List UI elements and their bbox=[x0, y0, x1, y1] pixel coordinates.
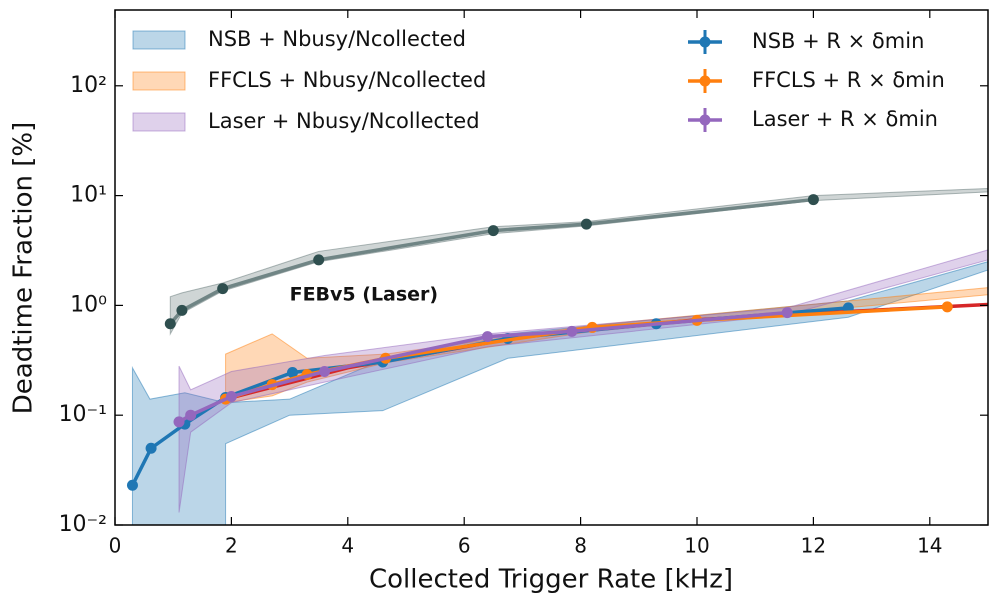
data-point bbox=[173, 416, 185, 428]
legend-swatch bbox=[132, 71, 186, 91]
data-point bbox=[566, 325, 578, 337]
series-line bbox=[168, 197, 814, 325]
y-tick-label: 10² bbox=[70, 73, 107, 98]
legend-label: FFCLS + Nbusy/Ncollected bbox=[208, 68, 486, 92]
error-band bbox=[169, 188, 988, 336]
error-band bbox=[178, 249, 988, 513]
x-tick-label: 10 bbox=[684, 534, 709, 558]
legend-label: Laser + R × δmin bbox=[752, 107, 938, 131]
data-point bbox=[126, 479, 138, 491]
y-tick-label: 10¹ bbox=[70, 183, 107, 208]
data-point bbox=[176, 304, 188, 316]
x-tick-label: 6 bbox=[458, 534, 471, 558]
data-point bbox=[225, 391, 237, 403]
x-tick-label: 8 bbox=[574, 534, 587, 558]
data-point bbox=[164, 318, 176, 330]
annotation: FEBv5 (Laser) bbox=[290, 283, 439, 305]
data-point bbox=[313, 254, 325, 266]
y-tick-label: 10⁻² bbox=[59, 512, 107, 537]
x-tick-label: 2 bbox=[225, 534, 238, 558]
legend-marker bbox=[699, 36, 711, 48]
x-axis-label: Collected Trigger Rate [kHz] bbox=[369, 565, 733, 595]
legend-label: FFCLS + R × δmin bbox=[752, 68, 945, 92]
data-point bbox=[217, 283, 229, 295]
frame bbox=[114, 9, 989, 526]
y-tick-label: 10⁰ bbox=[70, 292, 107, 317]
data-point bbox=[145, 442, 157, 454]
data-point bbox=[807, 194, 819, 206]
x-tick-label: 0 bbox=[109, 534, 122, 558]
legend-marker bbox=[699, 75, 711, 87]
legend-marker bbox=[699, 114, 711, 126]
y-axis-label: Deadtime Fraction [%] bbox=[9, 122, 39, 415]
data-point bbox=[185, 409, 197, 421]
x-tick-label: 4 bbox=[341, 534, 354, 558]
legend-label: NSB + R × δmin bbox=[752, 29, 924, 53]
data-point bbox=[941, 301, 953, 313]
x-tick-label: 14 bbox=[917, 534, 942, 558]
legend-swatch bbox=[132, 30, 186, 50]
data-point bbox=[287, 366, 299, 378]
data-point bbox=[781, 307, 793, 319]
y-tick-label: 10⁻¹ bbox=[59, 402, 107, 427]
data-point bbox=[481, 331, 493, 343]
legend-label: Laser + Nbusy/Ncollected bbox=[208, 109, 480, 133]
legend-swatch bbox=[132, 112, 186, 132]
x-tick-label: 12 bbox=[801, 534, 826, 558]
data-point bbox=[487, 225, 499, 237]
data-point bbox=[580, 218, 592, 230]
legend-label: NSB + Nbusy/Ncollected bbox=[208, 27, 466, 51]
data-point bbox=[319, 366, 331, 378]
plot-area bbox=[126, 188, 988, 525]
